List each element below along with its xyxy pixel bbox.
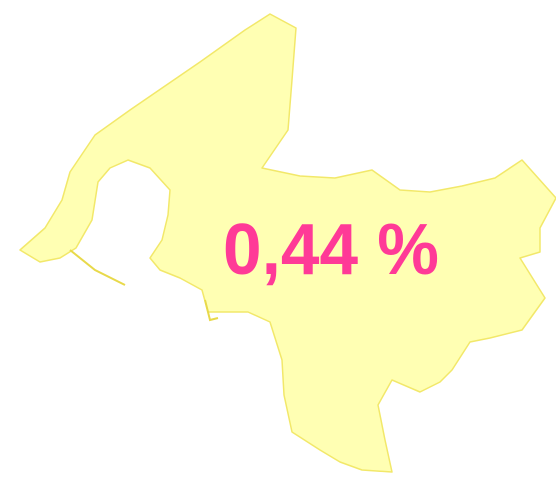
coast-edge	[69, 249, 126, 286]
region-shape	[19, 13, 556, 473]
coast-edge	[204, 299, 219, 322]
map-label: 0,44 %	[223, 210, 439, 290]
